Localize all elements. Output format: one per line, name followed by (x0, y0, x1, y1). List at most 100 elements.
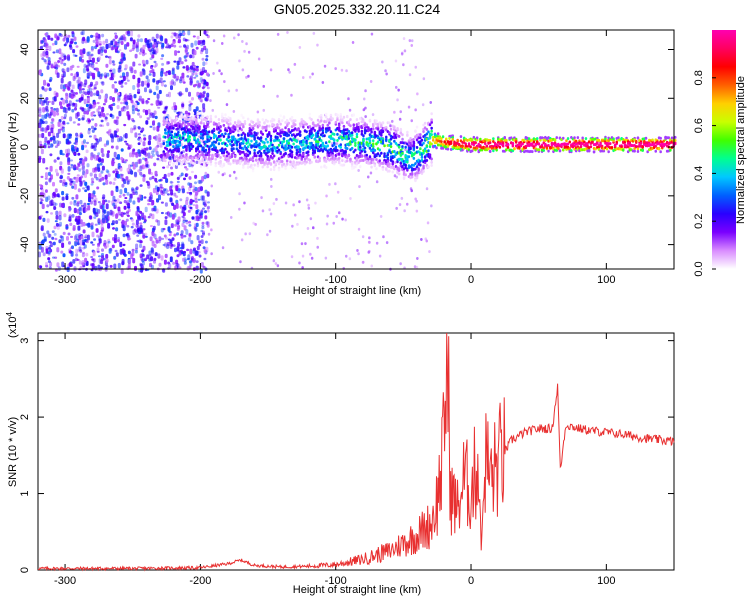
spectrogram-cell (370, 32, 374, 36)
spectrogram-cell (173, 108, 177, 113)
spectrogram-cell (68, 44, 72, 48)
spectrogram-cell (86, 240, 90, 244)
spectrogram-cell (298, 261, 301, 265)
spectrogram-cell (302, 125, 305, 129)
spectrogram-cell (40, 246, 44, 253)
spectrogram-cell (79, 239, 83, 246)
spectrogram-cell (61, 75, 65, 79)
spectrogram-cell (255, 133, 258, 137)
spectrogram-cell (375, 119, 378, 123)
spectrogram-cell (149, 262, 152, 268)
spectrogram-cell (475, 136, 479, 140)
spectrogram-cell (316, 130, 320, 134)
spectrogram-cell (205, 54, 209, 58)
spectrogram-cell (119, 189, 123, 195)
spectrogram-cell (345, 254, 348, 258)
spectrogram-cell (74, 257, 78, 262)
spectrogram-cell (97, 158, 101, 162)
spectrogram-cell (238, 192, 241, 196)
spectrogram-cell (139, 165, 143, 172)
spectrogram-cell (63, 62, 67, 66)
spectrogram-cell (139, 210, 143, 214)
spectrogram-cell (240, 113, 243, 117)
spectrogram-cell (38, 108, 42, 114)
spectrogram-cell (133, 94, 137, 99)
spectrogram-cell (352, 123, 355, 127)
spectrogram-cell (90, 225, 94, 230)
spectrogram-cell (73, 167, 77, 171)
spectrogram-cell (83, 83, 87, 88)
spectrogram-cell (223, 80, 226, 84)
spectrogram-cell (120, 79, 124, 83)
spectrogram-cell (364, 89, 367, 93)
spectrogram-cell (557, 146, 560, 150)
spectrogram-cell (498, 145, 502, 149)
spectrogram-cell (209, 99, 212, 103)
spectrogram-cell (195, 200, 198, 204)
spectrogram-cell (147, 183, 151, 189)
spectrogram-cell (89, 87, 92, 93)
spectrogram-cell (246, 138, 250, 142)
spectrogram-cell (368, 146, 372, 150)
spectrogram-cell (495, 148, 498, 152)
spectrogram-cell (152, 187, 156, 194)
spectrogram-cell (70, 163, 74, 166)
spectrogram-cell (238, 207, 241, 211)
spectrogram-cell (109, 69, 113, 72)
spectrogram-cell (537, 142, 541, 146)
spectrogram-cell (44, 114, 48, 119)
spectrogram-cell (152, 71, 156, 77)
spectrogram-cell (86, 36, 90, 42)
spectrogram-cell (105, 38, 109, 44)
spectrogram-cell (169, 80, 173, 86)
spectrogram-cell (372, 139, 375, 143)
spectrogram-cell (175, 185, 179, 192)
spectrogram-cell (242, 147, 245, 151)
spectrogram-cell (195, 160, 199, 164)
spectrogram-cell (428, 145, 432, 149)
spectrogram-cell (95, 44, 99, 48)
spectrogram-cell (80, 235, 84, 240)
spectrogram-cell (331, 117, 334, 121)
spectrogram-cell (321, 129, 325, 132)
spectrogram-cell (206, 173, 210, 179)
spectrogram-cell (117, 92, 120, 96)
spectrogram-cell (212, 39, 216, 43)
spectrogram-cell (181, 222, 185, 227)
spectrogram-cell (425, 159, 429, 162)
spectrogram-cell (305, 122, 308, 126)
spectrogram-cell (101, 81, 105, 86)
spectrogram-cell (58, 210, 62, 217)
spectrogram-cell (78, 176, 82, 183)
spectrogram-cell (45, 172, 48, 178)
spectrogram-cell (69, 41, 73, 44)
spectrogram-cell (250, 139, 253, 143)
spectrogram-cell (144, 235, 148, 238)
spectrogram-cell (484, 142, 487, 146)
spectrogram-cell (104, 214, 108, 219)
spectrogram-cell (86, 141, 89, 145)
spectrogram-cell (331, 154, 334, 158)
spectrogram-cell (410, 44, 413, 47)
spectrogram-cell (164, 219, 168, 226)
spectrogram-cell (536, 137, 539, 141)
spectrogram-cell (399, 110, 402, 114)
spectrogram-cell (189, 69, 193, 73)
spectrogram-cell (101, 176, 105, 181)
spectrogram-cell (230, 155, 234, 159)
spectrogram-cell (570, 149, 573, 153)
spectrogram-cell (183, 261, 187, 265)
spectrogram-cell (127, 115, 131, 121)
spectrogram-cell (269, 141, 273, 145)
spectrogram-cell (214, 140, 217, 144)
spectrogram-cell (284, 166, 287, 170)
spectrogram-cell (195, 250, 199, 256)
spectrogram-cell (114, 234, 118, 240)
spectrogram-cell (341, 159, 344, 163)
spectrogram-cell (62, 88, 66, 92)
spectrogram-cell (65, 226, 69, 229)
spectrogram-cell (48, 247, 51, 250)
spectrogram-cell (87, 88, 90, 93)
spectrogram-cell (154, 115, 158, 120)
spectrogram-cell (101, 248, 104, 252)
